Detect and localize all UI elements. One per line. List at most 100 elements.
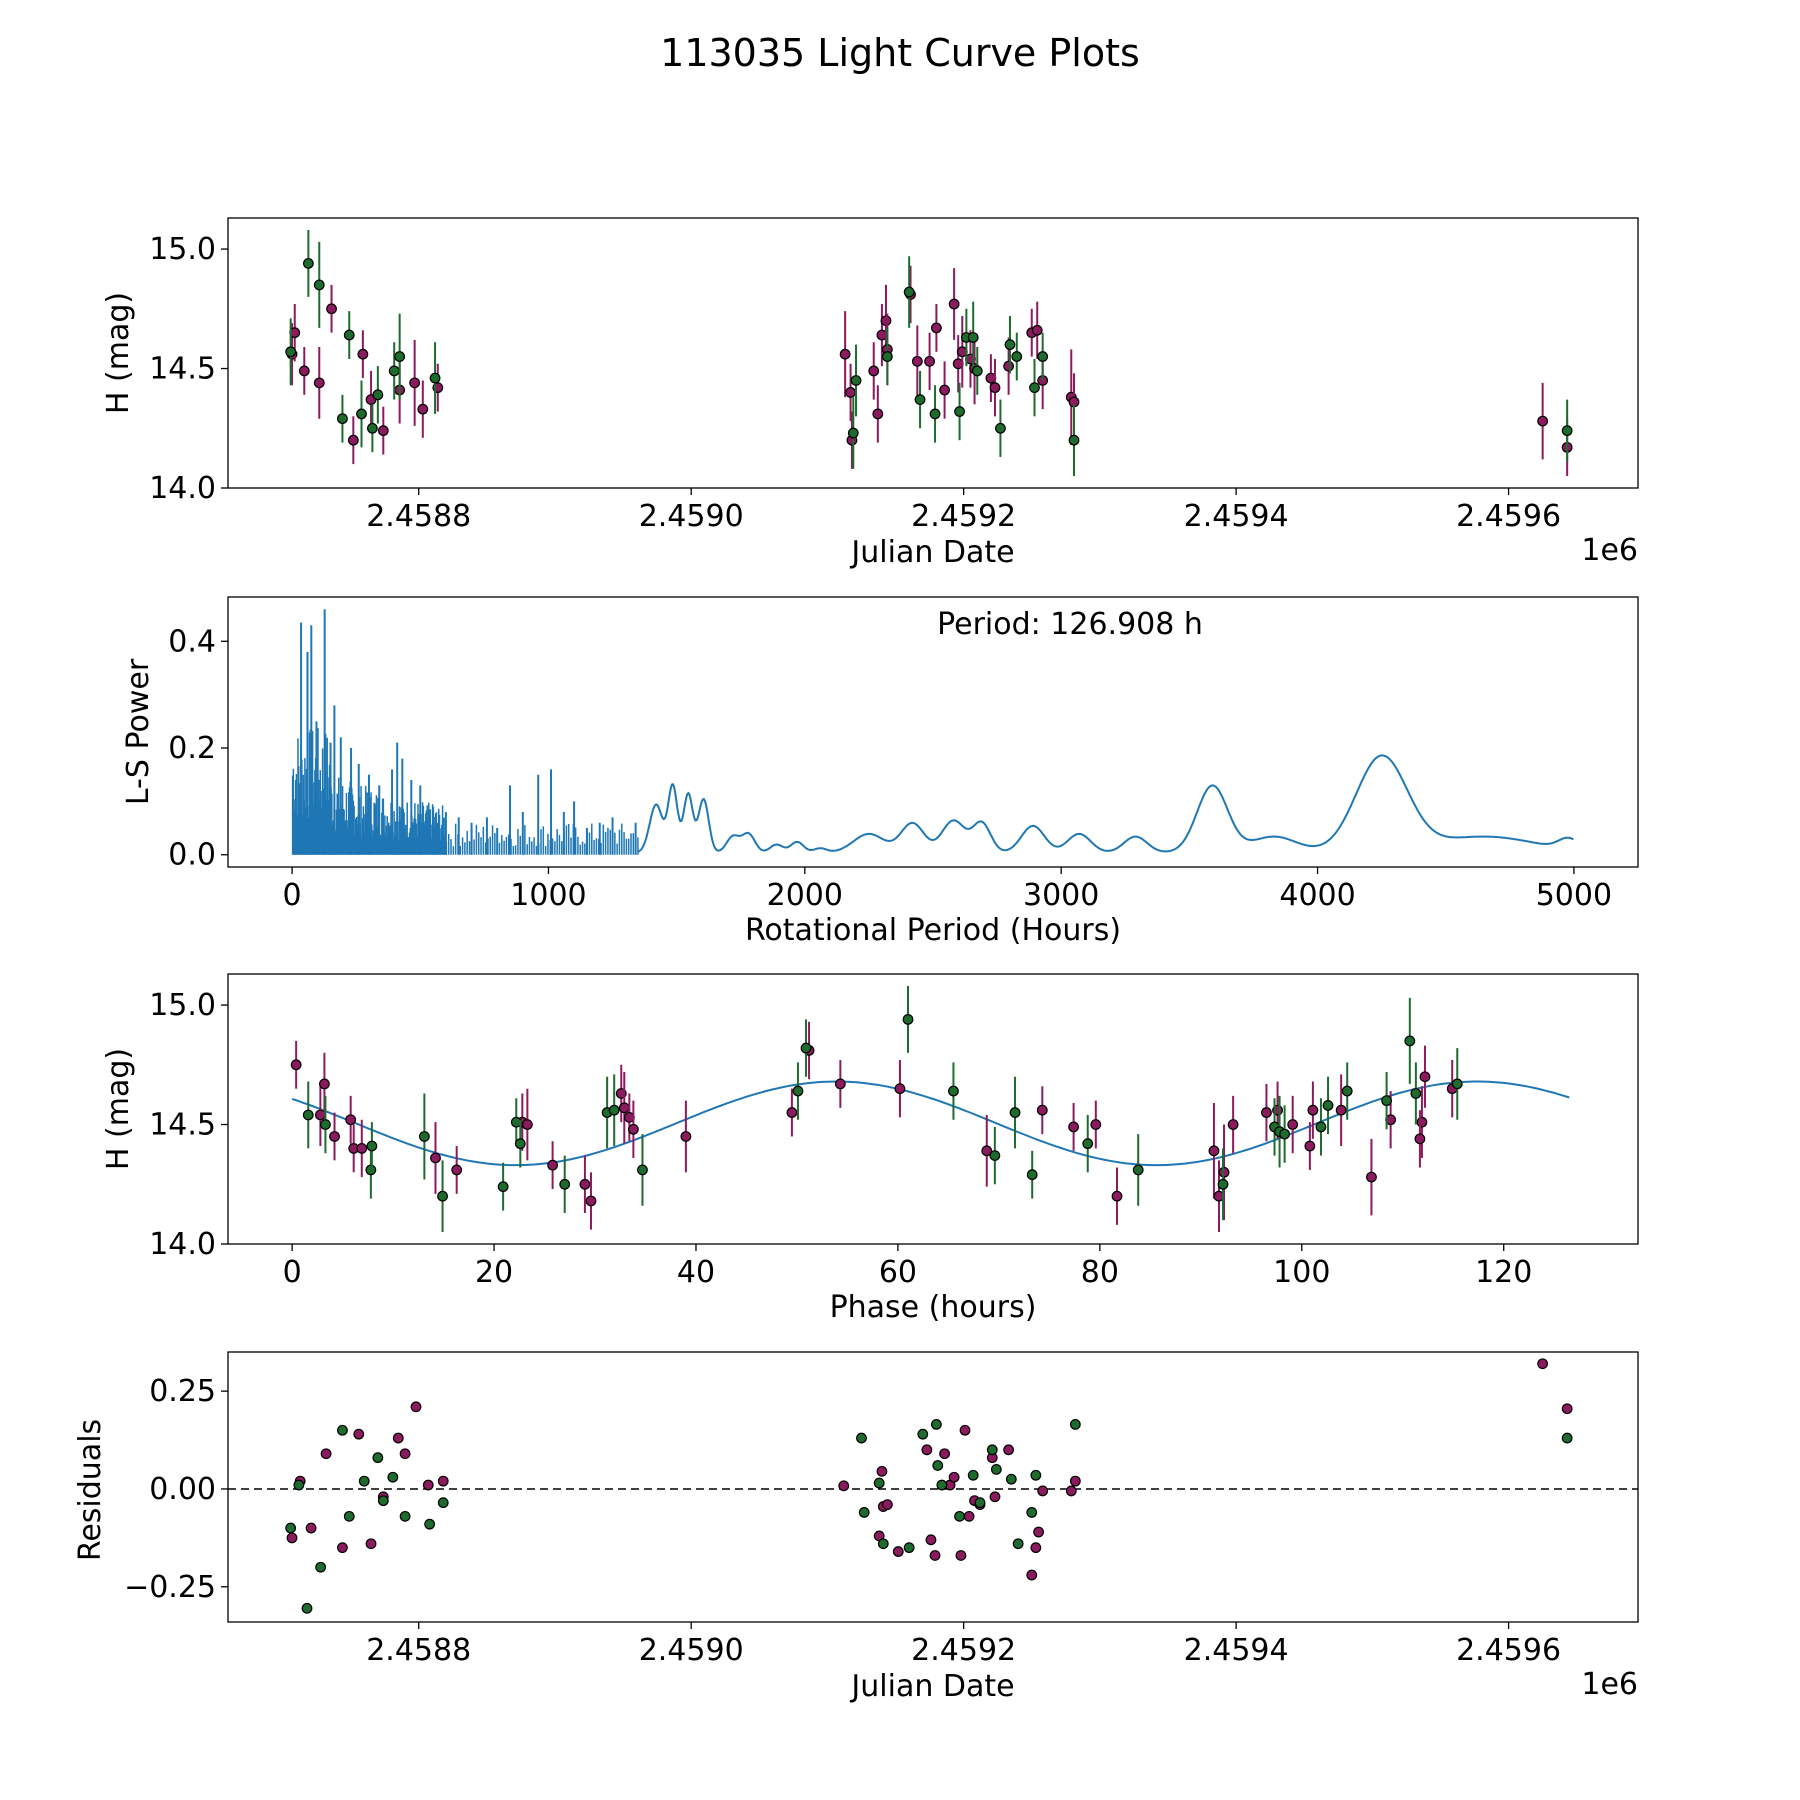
residuals-point-green xyxy=(424,1518,436,1530)
residuals-ticks: 2.4588 2.4590 2.4592 2.4594 2.4596 −0.25 0.00 0… xyxy=(124,1374,1561,1668)
phased-point-purple xyxy=(356,1143,368,1154)
periodogram-ytick-label: 0.2 xyxy=(168,731,216,766)
residuals-point-purple xyxy=(989,1491,1001,1503)
residuals-point-green xyxy=(1561,1432,1573,1444)
residuals-point-green xyxy=(1069,1418,1081,1430)
lightcurve-point-green xyxy=(914,394,926,405)
phased-ytick-label: 15.0 xyxy=(149,988,216,1023)
residuals-point-purple xyxy=(959,1424,971,1436)
lightcurve-point-green xyxy=(881,351,893,362)
lightcurve-point-green xyxy=(967,332,979,343)
residuals-point-purple xyxy=(1065,1485,1077,1497)
lightcurve-point-green xyxy=(1011,351,1023,362)
residuals-point-green xyxy=(437,1497,449,1509)
residuals-offset-label: 1e6 xyxy=(1581,1667,1638,1702)
phased-point-purple xyxy=(1111,1190,1123,1202)
lightcurve-point-green xyxy=(1561,425,1573,437)
lightcurve-xtick-label: 2.4592 xyxy=(911,499,1016,534)
figure-title: 113035 Light Curve Plots xyxy=(660,31,1140,75)
residuals-ylabel: Residuals xyxy=(73,1419,108,1561)
phased-point-green xyxy=(989,1150,1001,1161)
residuals-point-purple xyxy=(921,1444,933,1456)
lightcurve-point-green xyxy=(929,408,941,420)
lightcurve-point-green xyxy=(847,427,859,439)
lightcurve-point-purple xyxy=(931,322,942,334)
phased-point-purple xyxy=(1068,1121,1079,1133)
residuals-point-green xyxy=(986,1444,998,1456)
phased-xtick-label: 40 xyxy=(677,1255,715,1290)
residuals-point-green xyxy=(858,1507,870,1518)
phased-point-green xyxy=(792,1085,804,1097)
phased-xlabel: Phase (hours) xyxy=(830,1290,1037,1325)
residuals-xtick-label: 2.4588 xyxy=(366,1633,471,1668)
phased-point-green xyxy=(1404,1035,1416,1047)
lightcurve-ylabel: H (mag) xyxy=(101,292,136,414)
phased-point-green xyxy=(497,1181,509,1193)
phased-point-green xyxy=(418,1131,430,1142)
residuals-point-green xyxy=(358,1475,370,1487)
phased-point-green xyxy=(1082,1138,1094,1150)
phased-point-green xyxy=(365,1164,377,1176)
residuals-point-green xyxy=(1005,1473,1017,1485)
lightcurve-point-green xyxy=(394,351,406,362)
phased-point-green xyxy=(1132,1164,1144,1176)
lightcurve-point-purple xyxy=(948,298,960,310)
phased-point-purple xyxy=(521,1119,533,1130)
lightcurve-point-purple xyxy=(326,303,337,315)
phased-ylabel: H (mag) xyxy=(101,1048,136,1170)
lightcurve-point-purple xyxy=(1537,415,1549,427)
lightcurve-xtick-label: 2.4588 xyxy=(366,499,471,534)
phased-ytick-label: 14.0 xyxy=(149,1227,216,1262)
phased-point-purple xyxy=(894,1083,906,1095)
phased-point-green xyxy=(514,1138,526,1150)
phased-point-purple xyxy=(1366,1171,1377,1183)
residuals-point-purple xyxy=(892,1546,904,1557)
residuals-xtick-label: 2.4596 xyxy=(1456,1633,1561,1668)
phased-plot-area xyxy=(290,985,1570,1233)
lightcurve-point-purple xyxy=(409,377,421,389)
phased-point-purple xyxy=(319,1078,330,1090)
lightcurve-point-purple xyxy=(313,377,325,389)
phased-point-green xyxy=(1026,1169,1038,1181)
lightcurve-point-purple xyxy=(1031,324,1043,336)
lightcurve-point-green xyxy=(337,413,348,425)
lightcurve-ytick-label: 14.0 xyxy=(149,471,216,506)
lightcurve-point-green xyxy=(1004,339,1016,351)
periodogram-xtick-label: 5000 xyxy=(1536,878,1612,913)
residuals-point-purple xyxy=(353,1428,365,1440)
lightcurve-xlabel: Julian Date xyxy=(849,535,1014,570)
residuals-point-purple xyxy=(948,1471,960,1483)
phased-point-purple xyxy=(585,1195,597,1207)
residuals-point-purple xyxy=(365,1538,377,1550)
residuals-point-green xyxy=(285,1522,297,1534)
phased-model-curve xyxy=(291,1080,1570,1167)
phased-point-purple xyxy=(680,1131,692,1142)
lightcurve-point-purple xyxy=(377,425,389,437)
residuals-point-green xyxy=(932,1460,944,1471)
lightcurve-point-green xyxy=(367,422,378,434)
lightcurve-point-green xyxy=(850,375,862,386)
residuals-point-purple xyxy=(1030,1542,1042,1554)
residuals-xtick-label: 2.4594 xyxy=(1184,1633,1289,1668)
lightcurve-point-purple xyxy=(1003,360,1015,372)
periodogram-smooth-curve xyxy=(637,754,1574,853)
residuals-point-green xyxy=(974,1497,986,1509)
residuals-point-green xyxy=(1030,1469,1042,1481)
lightcurve-point-green xyxy=(343,329,355,341)
phased-point-green xyxy=(1279,1128,1291,1140)
lightcurve-point-green xyxy=(1037,351,1049,362)
lightcurve-point-green xyxy=(903,286,915,298)
lightcurve-offset-label: 1e6 xyxy=(1581,533,1638,568)
phased-point-purple xyxy=(1261,1107,1272,1118)
phased-point-purple xyxy=(1227,1119,1239,1130)
periodogram-xtick-label: 0 xyxy=(283,878,302,913)
periodogram-xtick-label: 1000 xyxy=(510,878,586,913)
lightcurve-xtick-label: 2.4596 xyxy=(1456,499,1561,534)
phased-point-purple xyxy=(1307,1104,1319,1116)
phased-point-purple xyxy=(579,1178,591,1190)
lightcurve-point-purple xyxy=(845,387,856,398)
periodogram-xlabel: Rotational Period (Hours) xyxy=(745,913,1121,948)
residuals-xtick-label: 2.4592 xyxy=(911,1633,1016,1668)
lightcurve-ytick-label: 15.0 xyxy=(149,232,216,267)
